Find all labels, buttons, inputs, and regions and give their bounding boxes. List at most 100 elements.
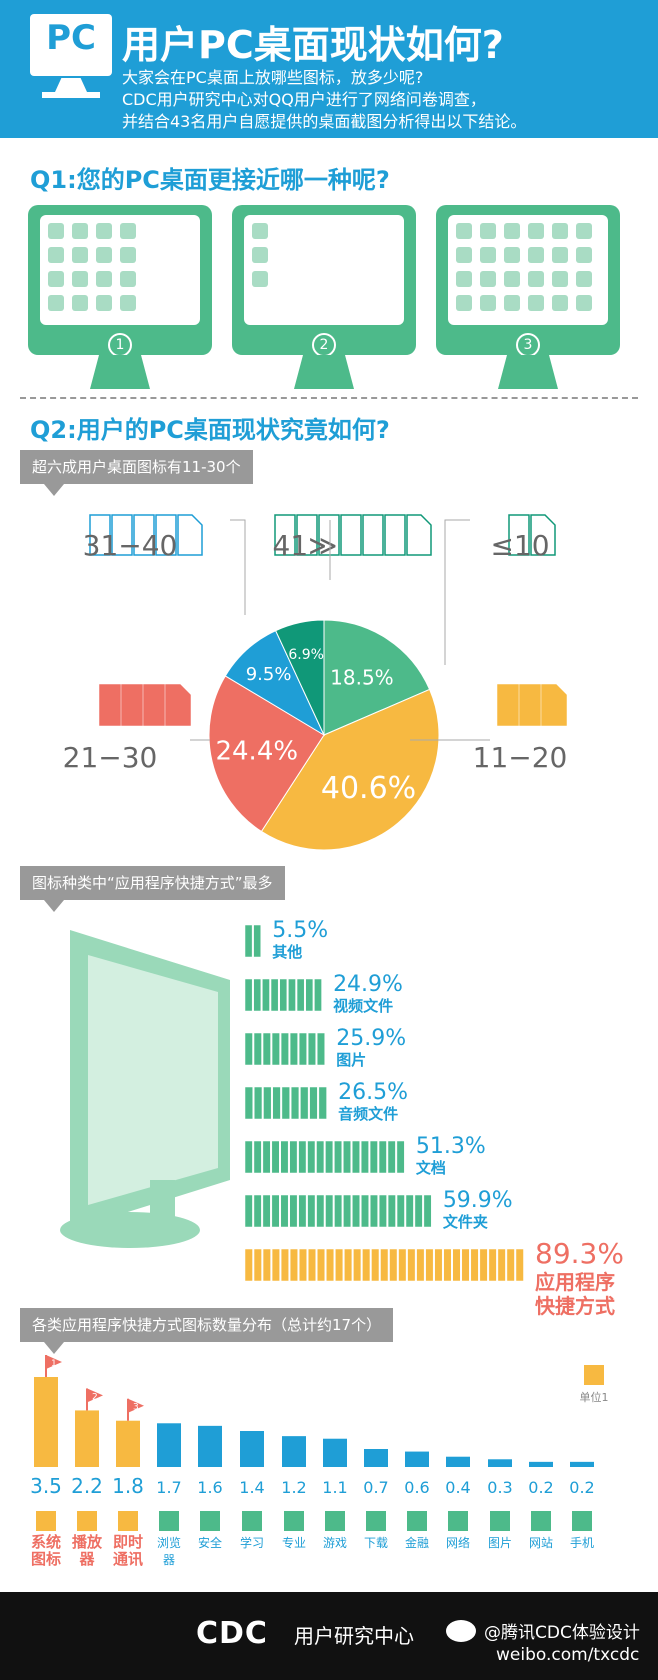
desktop-app-icon — [528, 247, 544, 263]
bar-segment — [298, 1140, 307, 1174]
bar-category-label: 文档 — [416, 1159, 446, 1177]
bar-segment — [244, 1194, 253, 1228]
bar-segment — [244, 1032, 253, 1066]
bar-segment — [307, 1248, 317, 1282]
monitor-screen — [448, 215, 608, 325]
app-icon — [77, 1511, 97, 1531]
bar-segment — [280, 1140, 289, 1174]
bar-category-label: 网站 — [529, 1536, 553, 1550]
desktop-app-icon — [252, 271, 268, 287]
section-tag-3: 各类应用程序快捷方式图标数量分布（总计约17个） — [20, 1308, 394, 1342]
bar-segment — [387, 1194, 396, 1228]
range-label: 21−30 — [63, 741, 158, 774]
bar-value-label: 25.9% — [336, 1026, 406, 1051]
file-icon — [384, 514, 406, 556]
desktop-app-icon — [252, 247, 268, 263]
bar-segment — [289, 1248, 298, 1282]
range-label: 41≫ — [273, 529, 338, 562]
bar-segment — [253, 924, 261, 958]
bar-category-label: 通讯 — [113, 1550, 143, 1568]
bar-segment — [298, 1032, 307, 1066]
file-icon — [99, 684, 121, 726]
app-icon — [284, 1511, 304, 1531]
desktop-app-icon — [96, 271, 112, 287]
range-label: 11−20 — [473, 741, 568, 774]
bar-segment — [296, 978, 305, 1012]
desktop-app-icon — [552, 295, 568, 311]
bar-segment — [244, 1086, 253, 1120]
bar-segment — [307, 1194, 316, 1228]
bar — [488, 1459, 512, 1467]
bar-segment — [289, 1032, 298, 1066]
pc-monitor-stand — [55, 78, 87, 92]
rank-label: 1 — [51, 1359, 57, 1369]
desktop-app-icon — [504, 295, 520, 311]
bar-segment — [263, 1086, 272, 1120]
bar-segment — [353, 1248, 362, 1282]
option-number: 2 — [312, 333, 336, 357]
desktop-app-icon — [48, 247, 64, 263]
bar-segment — [305, 978, 314, 1012]
bar-segment — [298, 1194, 307, 1228]
bar-category-label: 播放 — [72, 1533, 103, 1551]
desktop-app-icon — [576, 295, 592, 311]
tag-pointer — [44, 1342, 64, 1354]
bar-category-label: 器 — [78, 1550, 95, 1568]
file-icon — [111, 514, 133, 556]
bar-segment — [244, 978, 253, 1012]
range-label: 31−40 — [83, 529, 178, 562]
desktop-app-icon — [456, 247, 472, 263]
bar — [570, 1461, 594, 1467]
file-icon — [296, 514, 318, 556]
bar-value-label: 0.6 — [404, 1478, 429, 1497]
bar-category-label: 浏览 — [157, 1535, 181, 1550]
file-icon — [530, 514, 556, 556]
bar-category-label: 安全 — [198, 1535, 222, 1550]
bar-value-label: 0.2 — [569, 1478, 594, 1497]
app-icon — [407, 1511, 427, 1531]
bar-segment — [280, 1194, 289, 1228]
desktop-app-icon — [576, 271, 592, 287]
bar-category-label: 应用程序 — [535, 1270, 615, 1294]
monitor-screen — [40, 215, 200, 325]
bar-value-label: 1.6 — [197, 1478, 222, 1497]
bar-segment — [515, 1248, 524, 1282]
bar-value-label: 2.2 — [71, 1474, 103, 1498]
desktop-app-icon — [480, 271, 496, 287]
bar-segment — [270, 978, 279, 1012]
bar-value-label: 0.7 — [363, 1478, 388, 1497]
bar-category-label: 快捷方式 — [535, 1294, 615, 1318]
bar-category-label: 手机 — [570, 1536, 594, 1550]
bar-value-label: 0.2 — [528, 1478, 553, 1497]
pie-value-label: 18.5% — [330, 665, 394, 689]
bar-segment — [352, 1194, 361, 1228]
bar-category-label: 下载 — [364, 1536, 388, 1550]
bar-segment — [262, 1248, 271, 1282]
monitor-stand — [498, 355, 558, 389]
pie-value-label: 6.9% — [288, 647, 324, 663]
pie-value-label: 24.4% — [215, 737, 298, 767]
monitor-stand — [90, 355, 150, 389]
bar — [529, 1461, 553, 1467]
bar-segment — [300, 1086, 309, 1120]
weibo-url[interactable]: weibo.com/txcdc — [496, 1645, 640, 1665]
bar-segment — [244, 1248, 253, 1282]
weibo-handle[interactable]: @腾讯CDC体验设计 — [484, 1623, 640, 1643]
section-tag-1: 超六成用户桌面图标有11-30个 — [20, 450, 253, 484]
desktop-app-icon — [120, 295, 136, 311]
desktop-app-icon — [252, 223, 268, 239]
flag-icon — [46, 1355, 62, 1369]
bar-category-label: 网络 — [446, 1535, 470, 1550]
pie-value-label: 9.5% — [246, 664, 292, 685]
bar-segment — [407, 1248, 416, 1282]
bar-segment — [423, 1194, 432, 1228]
bar-segment — [289, 1194, 298, 1228]
bar-segment — [271, 1140, 280, 1174]
bar-segment — [343, 1140, 351, 1174]
bar — [364, 1449, 388, 1467]
bar — [323, 1438, 347, 1467]
desktop-app-icon — [480, 223, 496, 239]
bar-segment — [414, 1194, 423, 1228]
desktop-app-icon — [456, 295, 472, 311]
bar-segment — [361, 1194, 369, 1228]
